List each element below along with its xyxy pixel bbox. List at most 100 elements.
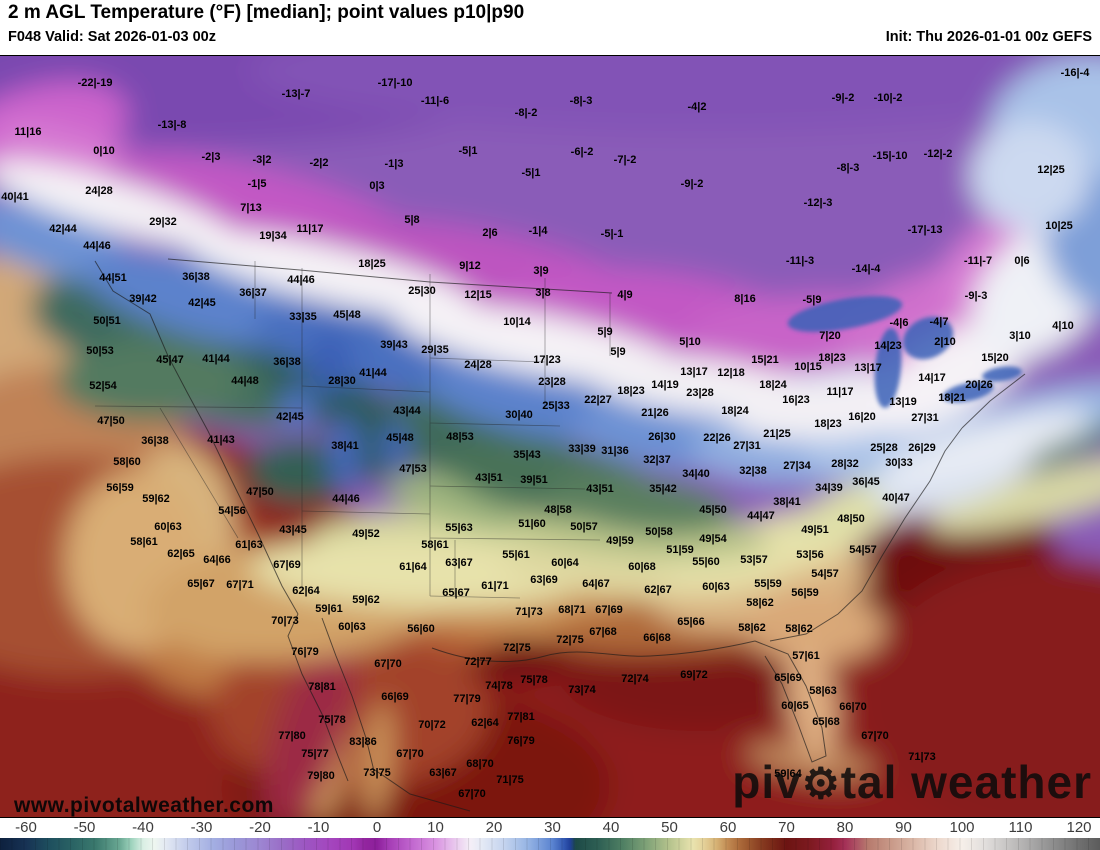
point-value: 70|73 bbox=[271, 615, 299, 627]
colorbar-tick-label: -30 bbox=[190, 819, 213, 836]
point-value: 22|27 bbox=[584, 394, 612, 406]
watermark-url: www.pivotalweather.com bbox=[14, 794, 274, 817]
point-value: 63|67 bbox=[445, 557, 473, 569]
point-value: -8|-3 bbox=[569, 95, 593, 107]
point-value: 71|73 bbox=[515, 606, 543, 618]
point-value: -11|-3 bbox=[785, 255, 815, 267]
map-canvas[interactable]: -22|-19 -13|-7 11|16 -13|-8 0|10 -2|3 -3|2 -2|2… bbox=[0, 55, 1100, 818]
point-value: 32|38 bbox=[739, 465, 767, 477]
colorbar-tick-label: 100 bbox=[949, 819, 975, 836]
point-value: 49|59 bbox=[606, 535, 634, 547]
point-value: 50|51 bbox=[93, 315, 121, 327]
point-value: -8|-3 bbox=[836, 162, 860, 174]
point-value: 5|10 bbox=[679, 336, 701, 348]
point-value: 39|51 bbox=[520, 474, 548, 486]
point-value: 55|60 bbox=[692, 556, 720, 568]
point-value: 62|65 bbox=[167, 548, 195, 560]
point-value: 60|68 bbox=[628, 561, 656, 573]
point-value: 14|23 bbox=[874, 340, 902, 352]
point-value: -10|-2 bbox=[873, 92, 903, 104]
colorbar-tick-label: 60 bbox=[719, 819, 737, 836]
point-value: 42|45 bbox=[276, 411, 304, 423]
point-value: -2|2 bbox=[309, 157, 329, 169]
point-value: 55|59 bbox=[754, 578, 782, 590]
point-value: 5|9 bbox=[610, 346, 626, 358]
point-value: 77|79 bbox=[453, 693, 481, 705]
colorbar-tick-label: 20 bbox=[485, 819, 503, 836]
point-value: 3|9 bbox=[533, 265, 549, 277]
point-value: 78|81 bbox=[308, 681, 336, 693]
point-value: 62|64 bbox=[292, 585, 320, 597]
point-value: 7|20 bbox=[819, 330, 841, 342]
point-value: 44|47 bbox=[747, 510, 775, 522]
colorbar-tick-label: -60 bbox=[15, 819, 37, 836]
point-value: 15|20 bbox=[981, 352, 1009, 364]
point-value: 72|75 bbox=[503, 642, 531, 654]
point-value: 29|32 bbox=[149, 216, 177, 228]
point-value: 26|29 bbox=[908, 442, 936, 454]
point-value: 11|17 bbox=[296, 223, 324, 235]
point-value: 74|78 bbox=[485, 680, 513, 692]
point-value: 23|28 bbox=[686, 387, 714, 399]
point-value: 30|33 bbox=[885, 457, 913, 469]
point-value: 12|15 bbox=[464, 289, 492, 301]
point-value: 75|78 bbox=[318, 714, 346, 726]
point-value: 33|35 bbox=[289, 311, 317, 323]
point-value: -14|-4 bbox=[851, 263, 881, 275]
point-value: 27|34 bbox=[783, 460, 811, 472]
point-value: 3|10 bbox=[1009, 330, 1031, 342]
point-value: 21|26 bbox=[641, 407, 669, 419]
point-value: 63|69 bbox=[530, 574, 558, 586]
point-value: 36|37 bbox=[239, 287, 267, 299]
point-value: 36|45 bbox=[852, 476, 880, 488]
point-value: 65|69 bbox=[774, 672, 802, 684]
point-value: -2|3 bbox=[201, 151, 221, 163]
point-value: 34|39 bbox=[815, 482, 843, 494]
point-value: 51|59 bbox=[666, 544, 694, 556]
colorbar-tick-label: 70 bbox=[778, 819, 795, 836]
colorbar-tick-label: -10 bbox=[307, 819, 330, 836]
point-value: 67|69 bbox=[595, 604, 623, 616]
point-value: 43|51 bbox=[475, 472, 503, 484]
point-value: 5|9 bbox=[597, 326, 613, 338]
point-value: 67|71 bbox=[226, 579, 254, 591]
point-value: 49|52 bbox=[352, 528, 380, 540]
point-value: 28|32 bbox=[831, 458, 859, 470]
point-value: 72|75 bbox=[556, 634, 584, 646]
point-value: 66|70 bbox=[839, 701, 867, 713]
point-value: 47|50 bbox=[97, 415, 125, 427]
point-value: 9|12 bbox=[459, 260, 481, 272]
point-value: 18|24 bbox=[759, 379, 787, 391]
point-value: 18|24 bbox=[721, 405, 749, 417]
point-value: 45|50 bbox=[699, 504, 727, 516]
point-value: 65|66 bbox=[677, 616, 705, 628]
point-value: 47|53 bbox=[399, 463, 427, 475]
point-value: 61|64 bbox=[399, 561, 427, 573]
colorbar-tick-label: 40 bbox=[602, 819, 620, 836]
point-value: 72|74 bbox=[621, 673, 649, 685]
map-title: 2 m AGL Temperature (°F) [median]; point… bbox=[8, 2, 525, 23]
point-value: 60|63 bbox=[702, 581, 730, 593]
point-value: 77|81 bbox=[507, 711, 535, 723]
point-value: 70|72 bbox=[418, 719, 446, 731]
point-value: 28|30 bbox=[328, 375, 356, 387]
point-value: -15|-10 bbox=[872, 150, 908, 162]
point-value: 73|74 bbox=[568, 684, 596, 696]
point-value: -4|7 bbox=[929, 316, 949, 328]
point-value: 25|30 bbox=[408, 285, 436, 297]
point-value: 19|34 bbox=[259, 230, 287, 242]
point-value: 50|58 bbox=[645, 526, 673, 538]
point-value: -5|1 bbox=[458, 145, 478, 157]
point-value: 41|44 bbox=[359, 367, 387, 379]
colorbar-tick-label: 30 bbox=[544, 819, 561, 836]
point-value: -5|1 bbox=[521, 167, 541, 179]
point-value: 14|17 bbox=[918, 372, 946, 384]
point-value: 27|31 bbox=[733, 440, 761, 452]
point-value: 61|71 bbox=[481, 580, 509, 592]
point-value: 49|51 bbox=[801, 524, 829, 536]
point-value: 55|63 bbox=[445, 522, 473, 534]
point-value: 58|61 bbox=[421, 539, 449, 551]
point-value: -1|4 bbox=[528, 225, 548, 237]
point-value: -1|3 bbox=[384, 158, 404, 170]
point-value: 0|6 bbox=[1014, 255, 1030, 267]
